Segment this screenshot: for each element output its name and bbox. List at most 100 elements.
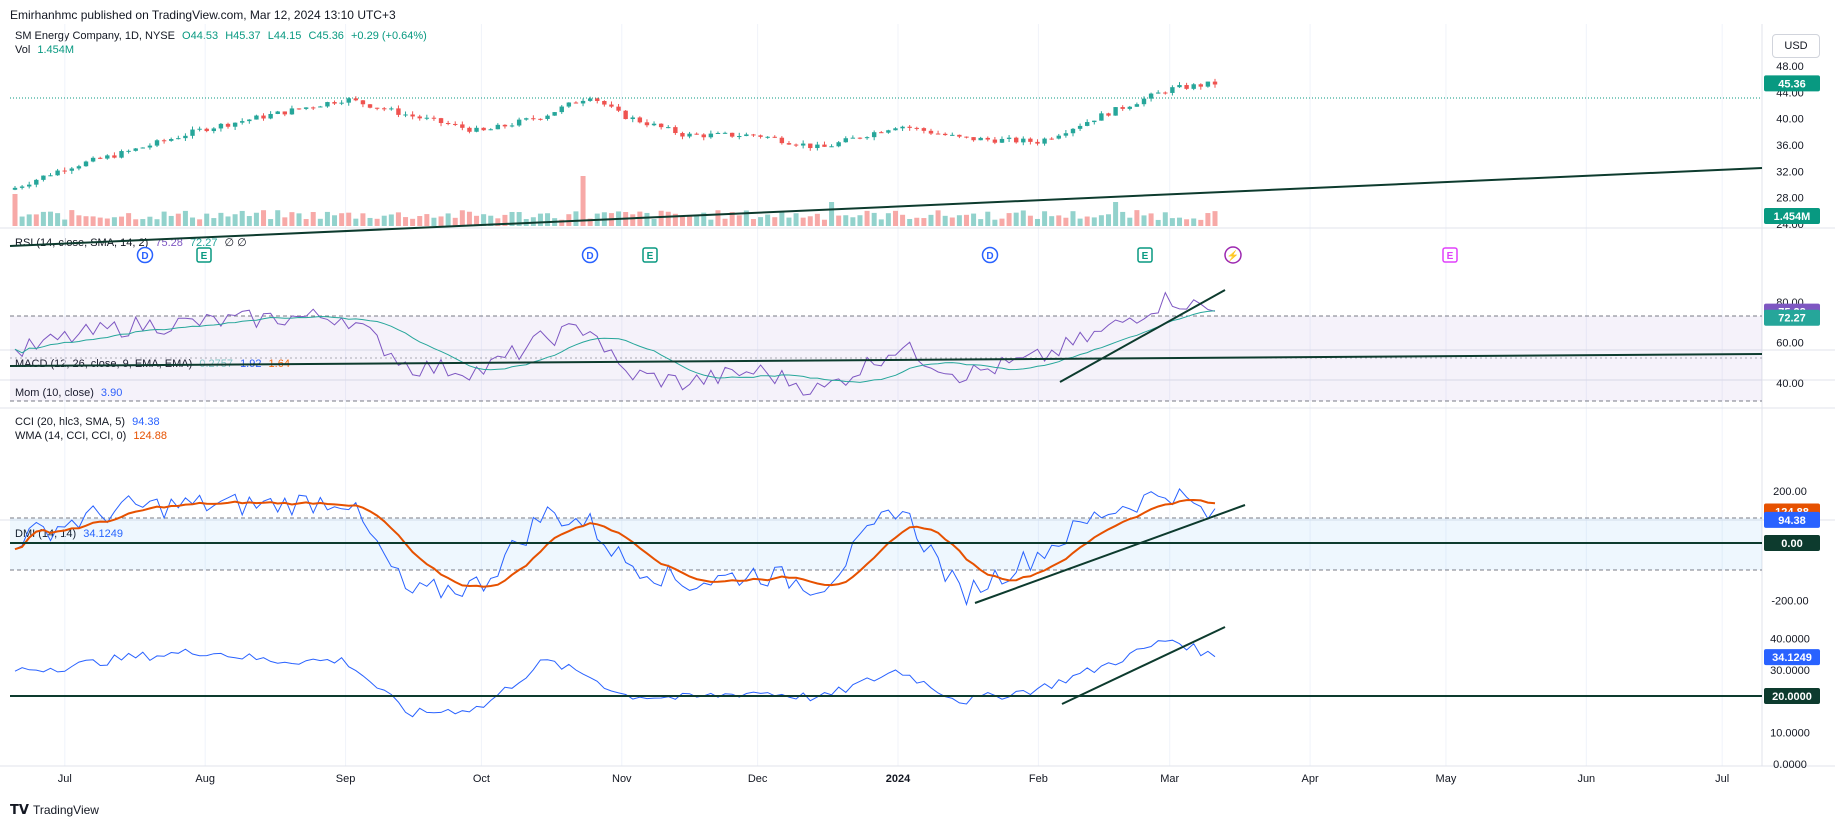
candle bbox=[161, 138, 167, 144]
svg-text:20.0000: 20.0000 bbox=[1772, 691, 1812, 703]
candle bbox=[289, 105, 295, 115]
svg-text:E: E bbox=[1142, 251, 1149, 262]
volume-bar bbox=[445, 213, 451, 226]
candle bbox=[666, 125, 671, 129]
volume-bar bbox=[296, 213, 302, 226]
candle bbox=[176, 135, 181, 140]
cci-ma-value: 124.88 bbox=[133, 430, 167, 442]
event-markers[interactable]: D E D E D E E ⚡ bbox=[136, 246, 1458, 264]
volume-bar bbox=[488, 215, 494, 226]
cci-label[interactable]: CCI (20, hlc3, SMA, 5) bbox=[15, 416, 126, 428]
volume-bar bbox=[282, 217, 288, 226]
cci-ma-label[interactable]: WMA (14, CCI, CCI, 0) bbox=[15, 430, 127, 442]
volume-bar bbox=[97, 217, 103, 226]
earnings-marker-icon[interactable]: E bbox=[1442, 247, 1458, 263]
candle bbox=[83, 160, 89, 167]
volume-bar bbox=[502, 214, 508, 226]
candle bbox=[800, 140, 806, 149]
candle bbox=[453, 121, 458, 127]
price-axis-label: 36.00 bbox=[1776, 140, 1804, 152]
footer[interactable]: 𝗧𝗩 TradingView bbox=[10, 802, 99, 818]
volume-bar bbox=[332, 215, 338, 226]
candle bbox=[438, 117, 444, 127]
main-legend: SM Energy Company, 1D, NYSE O44.53 H45.3… bbox=[15, 30, 431, 42]
volume-bar bbox=[1013, 212, 1019, 226]
candle bbox=[623, 110, 628, 120]
candle bbox=[90, 156, 96, 163]
candle bbox=[850, 135, 856, 139]
volume-bar bbox=[907, 218, 913, 226]
split-marker-icon[interactable]: ⚡ bbox=[1224, 246, 1242, 264]
candle bbox=[1021, 136, 1026, 146]
candle bbox=[69, 167, 75, 174]
volume-bar bbox=[346, 212, 352, 226]
candle bbox=[34, 178, 39, 188]
candle bbox=[417, 114, 422, 121]
price-trendline[interactable] bbox=[9, 167, 1763, 247]
candle bbox=[48, 173, 53, 177]
currency-button[interactable]: USD bbox=[1772, 34, 1820, 58]
rsi-trendline[interactable] bbox=[9, 353, 1763, 367]
volume-bar bbox=[800, 217, 806, 226]
cci-rising-trendline[interactable] bbox=[974, 504, 1246, 604]
volume-bar bbox=[729, 212, 735, 226]
candle bbox=[204, 127, 209, 133]
rsi-ma-value: 72.27 bbox=[189, 237, 218, 249]
candle bbox=[729, 132, 735, 138]
macd-label[interactable]: MACD (12, 26, close, 9, EMA, EMA) bbox=[15, 358, 193, 370]
candle bbox=[1077, 123, 1083, 131]
candle bbox=[744, 132, 749, 137]
candle bbox=[382, 107, 387, 112]
candle bbox=[1191, 83, 1196, 91]
candle bbox=[1184, 82, 1189, 90]
earnings-marker-icon[interactable]: E bbox=[196, 247, 212, 263]
candle bbox=[957, 134, 962, 139]
volume-bar bbox=[949, 217, 955, 226]
symbol-label[interactable]: SM Energy Company, 1D, NYSE bbox=[15, 30, 175, 42]
volume-bars bbox=[12, 176, 1218, 226]
earnings-marker-icon[interactable]: E bbox=[642, 247, 658, 263]
volume-bar bbox=[403, 217, 409, 226]
candle bbox=[481, 127, 486, 131]
volume-bar bbox=[452, 217, 458, 226]
mom-label[interactable]: Mom (10, close) bbox=[15, 387, 94, 399]
time-axis-label: Jul bbox=[58, 773, 72, 785]
rsi-rising-trendline[interactable] bbox=[1059, 289, 1226, 383]
volume-label[interactable]: Vol bbox=[15, 44, 31, 56]
volume-bar bbox=[1162, 212, 1168, 226]
earnings-marker-icon[interactable]: E bbox=[1137, 247, 1153, 263]
time-axis-label: May bbox=[1436, 773, 1457, 785]
volume-bar bbox=[1212, 211, 1218, 226]
volume-bar bbox=[892, 210, 898, 226]
candle bbox=[1198, 83, 1203, 90]
axes-labels: 48.0044.0040.0036.0032.0028.0024.0080.00… bbox=[58, 61, 1810, 785]
volume-bar bbox=[1006, 213, 1012, 226]
dmi-axis-label: 10.0000 bbox=[1770, 728, 1810, 740]
dividend-marker-icon[interactable]: D bbox=[581, 246, 599, 264]
svg-text:E: E bbox=[647, 251, 654, 262]
volume-bar bbox=[772, 217, 778, 226]
volume-bar bbox=[161, 211, 167, 226]
candle bbox=[524, 117, 529, 121]
time-axis-label: Feb bbox=[1029, 773, 1048, 785]
volume-bar bbox=[694, 215, 700, 226]
candle bbox=[218, 122, 224, 132]
candle bbox=[1028, 137, 1033, 145]
cci-value: 94.38 bbox=[132, 416, 160, 428]
volume-bar bbox=[140, 219, 146, 226]
dividend-marker-icon[interactable]: D bbox=[981, 246, 999, 264]
volume-bar bbox=[1049, 216, 1055, 226]
volume-bar bbox=[19, 216, 25, 226]
volume-bar bbox=[900, 214, 906, 226]
candle bbox=[616, 103, 621, 113]
volume-bar bbox=[1198, 219, 1204, 226]
volume-bar bbox=[758, 217, 764, 226]
dividend-marker-icon[interactable]: D bbox=[136, 246, 154, 264]
cci-line bbox=[14, 487, 1216, 607]
volume-bar bbox=[1141, 215, 1147, 226]
volume-bar bbox=[481, 214, 487, 226]
candle bbox=[403, 111, 408, 118]
dmi-rising-trendline[interactable] bbox=[1061, 626, 1226, 705]
candle bbox=[531, 115, 536, 121]
